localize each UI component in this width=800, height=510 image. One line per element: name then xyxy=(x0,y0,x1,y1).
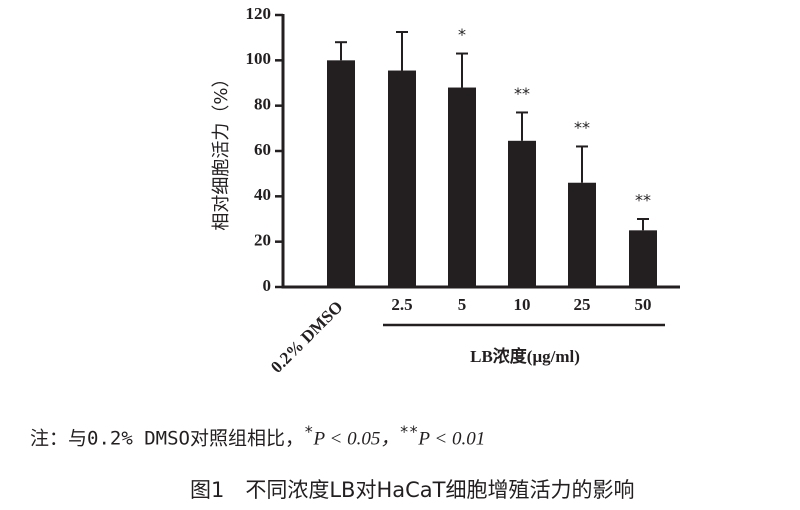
y-tick-label: 0 xyxy=(263,276,272,295)
x-axis-label: LB浓度(μg/ml) xyxy=(470,346,580,366)
footnote-sig: * xyxy=(303,422,314,441)
footnote-text: P < 0.05， xyxy=(313,428,400,450)
chart: 相对细胞活力（%） LB浓度(μg/ml) 0 20 40 60 80 100 120 0.2… xyxy=(211,4,680,377)
x-tick-label: 5 xyxy=(458,295,467,314)
significance-label: * xyxy=(458,25,466,44)
footnote: 注：与0.2% DMSO对照组相比，*P < 0.05，**P < 0.01 xyxy=(30,422,485,450)
y-tick-label: 20 xyxy=(254,231,271,250)
bar xyxy=(568,182,596,287)
significance-label: ** xyxy=(574,118,590,137)
footnote-text: P < 0.01 xyxy=(418,428,486,450)
x-tick-label: 2.5 xyxy=(391,295,412,314)
footnote-text: 注：与0.2% DMSO对照组相比， xyxy=(30,427,304,450)
x-tick-label: 25 xyxy=(574,295,591,314)
x-tick-label: 10 xyxy=(514,295,531,314)
y-tick-label: 120 xyxy=(246,4,272,23)
bar xyxy=(508,140,536,287)
significance-label: ** xyxy=(514,84,530,103)
x-tick-label: 0.2% DMSO xyxy=(267,297,347,377)
bar xyxy=(629,230,657,287)
y-tick-label: 100 xyxy=(246,49,272,68)
y-tick-label: 80 xyxy=(254,95,271,114)
bar xyxy=(448,87,476,288)
significance-label: ** xyxy=(635,191,651,210)
bar xyxy=(388,70,416,288)
caption: 图1 不同浓度LB对HaCaT细胞增殖活力的影响 xyxy=(190,478,635,502)
x-tick-label: 50 xyxy=(635,295,652,314)
bar xyxy=(327,60,355,288)
y-axis-label: 相对细胞活力（%） xyxy=(211,69,232,230)
y-tick-label: 60 xyxy=(254,140,271,159)
y-tick-label: 40 xyxy=(254,185,271,204)
footnote-sig: ** xyxy=(399,422,419,441)
